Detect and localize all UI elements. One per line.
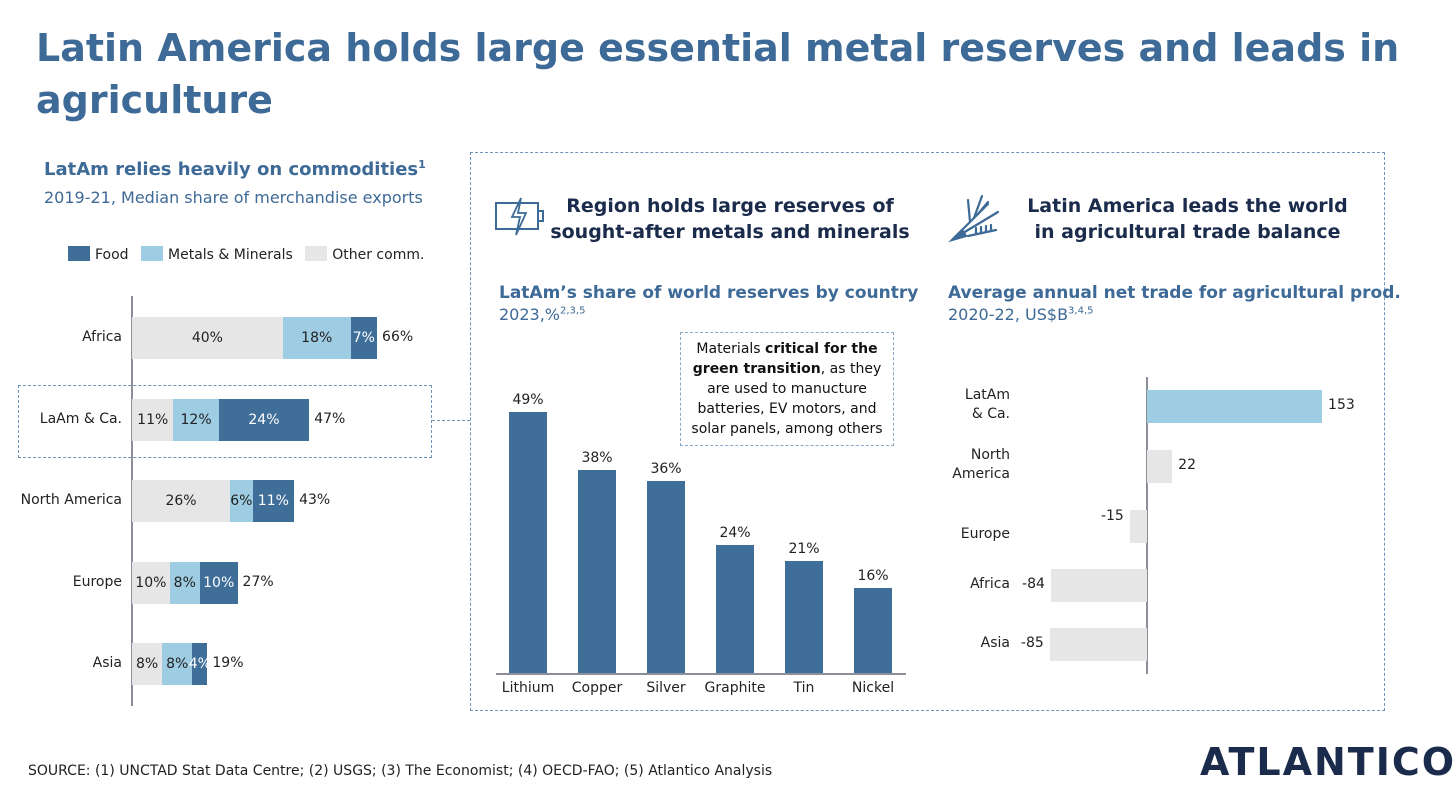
metals-chart-title: LatAm’s share of world reserves by count… bbox=[499, 283, 919, 303]
net-trade-bar bbox=[1147, 390, 1323, 423]
category-label: Asia bbox=[981, 634, 1010, 653]
source-note: SOURCE: (1) UNCTAD Stat Data Centre; (2)… bbox=[28, 763, 773, 779]
connector-line bbox=[432, 420, 470, 421]
column-bar bbox=[785, 561, 823, 673]
data-label: 24% bbox=[719, 525, 751, 542]
category-label: Europe bbox=[961, 525, 1010, 544]
green-transition-note: Materials critical for the green transit… bbox=[680, 332, 894, 446]
column-bar bbox=[509, 411, 547, 673]
bar-segment-food: 7% bbox=[350, 317, 378, 359]
data-label: -84 bbox=[1022, 576, 1045, 592]
atlantico-logo: ATLANTICO bbox=[1200, 740, 1456, 784]
bar-segment-food: 11% bbox=[252, 480, 295, 522]
battery-icon bbox=[495, 197, 544, 236]
category-label: North America bbox=[952, 446, 1010, 484]
column-bar bbox=[716, 545, 754, 673]
bar-total: 19% bbox=[212, 655, 244, 671]
left-chart-title: LatAm relies heavily on commodities1 bbox=[44, 158, 426, 180]
category-label: Tin bbox=[793, 680, 815, 696]
left-chart-axis bbox=[131, 296, 133, 706]
bar-total: 66% bbox=[382, 329, 414, 345]
net-trade-bar bbox=[1049, 628, 1147, 661]
metals-axis bbox=[496, 673, 906, 675]
legend-food: Food bbox=[68, 246, 129, 263]
legend-other: Other comm. bbox=[305, 246, 424, 263]
category-label: LaAm & Ca. bbox=[39, 411, 122, 427]
data-label: 16% bbox=[857, 567, 889, 584]
bar-total: 27% bbox=[242, 574, 274, 590]
agri-chart-subtitle: 2020-22, US$B3,4,5 bbox=[948, 305, 1094, 324]
bar-segment-other-comm-: 8% bbox=[132, 643, 163, 685]
bar-total: 47% bbox=[314, 411, 346, 427]
category-label: North America bbox=[20, 492, 122, 508]
category-label-line: North bbox=[970, 447, 1010, 463]
bar-segment-metals-minerals: 18% bbox=[282, 317, 351, 359]
legend-metals: Metals & Minerals bbox=[141, 246, 293, 263]
category-label-line: LatAm bbox=[964, 387, 1010, 403]
category-label-line: & Ca. bbox=[971, 406, 1010, 422]
bar-total: 43% bbox=[299, 492, 331, 508]
category-label-line: Africa bbox=[970, 576, 1010, 592]
column-bar bbox=[854, 587, 892, 673]
data-label: 153 bbox=[1328, 397, 1355, 413]
category-label: Nickel bbox=[851, 680, 895, 696]
category-label-line: Europe bbox=[960, 526, 1010, 542]
net-trade-bar bbox=[1129, 510, 1147, 543]
net-trade-bar bbox=[1050, 569, 1147, 602]
data-label: 49% bbox=[512, 391, 544, 408]
agri-heading: Latin America leads the world in agricul… bbox=[1027, 195, 1348, 243]
column-bar bbox=[578, 470, 616, 673]
net-trade-bar bbox=[1147, 450, 1173, 483]
category-label: Lithium bbox=[501, 680, 555, 696]
left-chart-title-text: LatAm relies heavily on commodities bbox=[44, 159, 419, 180]
page-title: Latin America holds large essential meta… bbox=[36, 26, 1400, 122]
bar-segment-metals-minerals: 8% bbox=[162, 643, 193, 685]
bar-segment-other-comm-: 26% bbox=[132, 480, 231, 522]
column-bar bbox=[647, 481, 685, 673]
legend: Food Metals & Minerals Other comm. bbox=[68, 246, 432, 263]
data-label: -85 bbox=[1020, 635, 1044, 651]
bar-segment-other-comm-: 11% bbox=[132, 399, 174, 441]
bar-segment-metals-minerals: 6% bbox=[230, 480, 253, 522]
metals-chart-subtitle: 2023,%2,3,5 bbox=[499, 305, 586, 324]
latam-highlight-box bbox=[18, 385, 432, 458]
bar-segment-metals-minerals: 12% bbox=[173, 399, 219, 441]
category-label: Asia bbox=[92, 655, 122, 671]
left-chart-subtitle: 2019-21, Median share of merchandise exp… bbox=[44, 188, 423, 207]
metals-heading: Region holds large reserves of sought-af… bbox=[550, 195, 910, 243]
bar-segment-food: 10% bbox=[199, 562, 238, 604]
bar-segment-food: 4% bbox=[189, 643, 211, 685]
category-label-line: Asia bbox=[980, 635, 1010, 651]
data-label: 21% bbox=[788, 541, 820, 558]
category-label: Graphite bbox=[704, 680, 766, 696]
data-label: -15 bbox=[1100, 508, 1124, 524]
footnote-ref: 1 bbox=[418, 158, 426, 171]
category-label: LatAm & Ca. bbox=[965, 386, 1010, 424]
category-label: Africa bbox=[82, 329, 122, 345]
wheat-icon bbox=[948, 194, 1000, 243]
category-label: Silver bbox=[646, 680, 686, 696]
category-label: Europe bbox=[72, 574, 122, 590]
bar-segment-food: 24% bbox=[218, 399, 310, 441]
category-label-line: America bbox=[952, 466, 1010, 482]
bar-segment-other-comm-: 10% bbox=[132, 562, 170, 604]
category-label: Africa bbox=[970, 575, 1010, 594]
data-label: 22 bbox=[1178, 457, 1196, 473]
data-label: 38% bbox=[581, 450, 613, 467]
right-panel bbox=[470, 152, 1385, 711]
category-label: Copper bbox=[571, 680, 623, 696]
bar-segment-other-comm-: 40% bbox=[132, 317, 283, 359]
data-label: 36% bbox=[650, 461, 682, 478]
bar-segment-metals-minerals: 8% bbox=[169, 562, 200, 604]
agri-chart-title: Average annual net trade for agricultura… bbox=[948, 283, 1401, 303]
